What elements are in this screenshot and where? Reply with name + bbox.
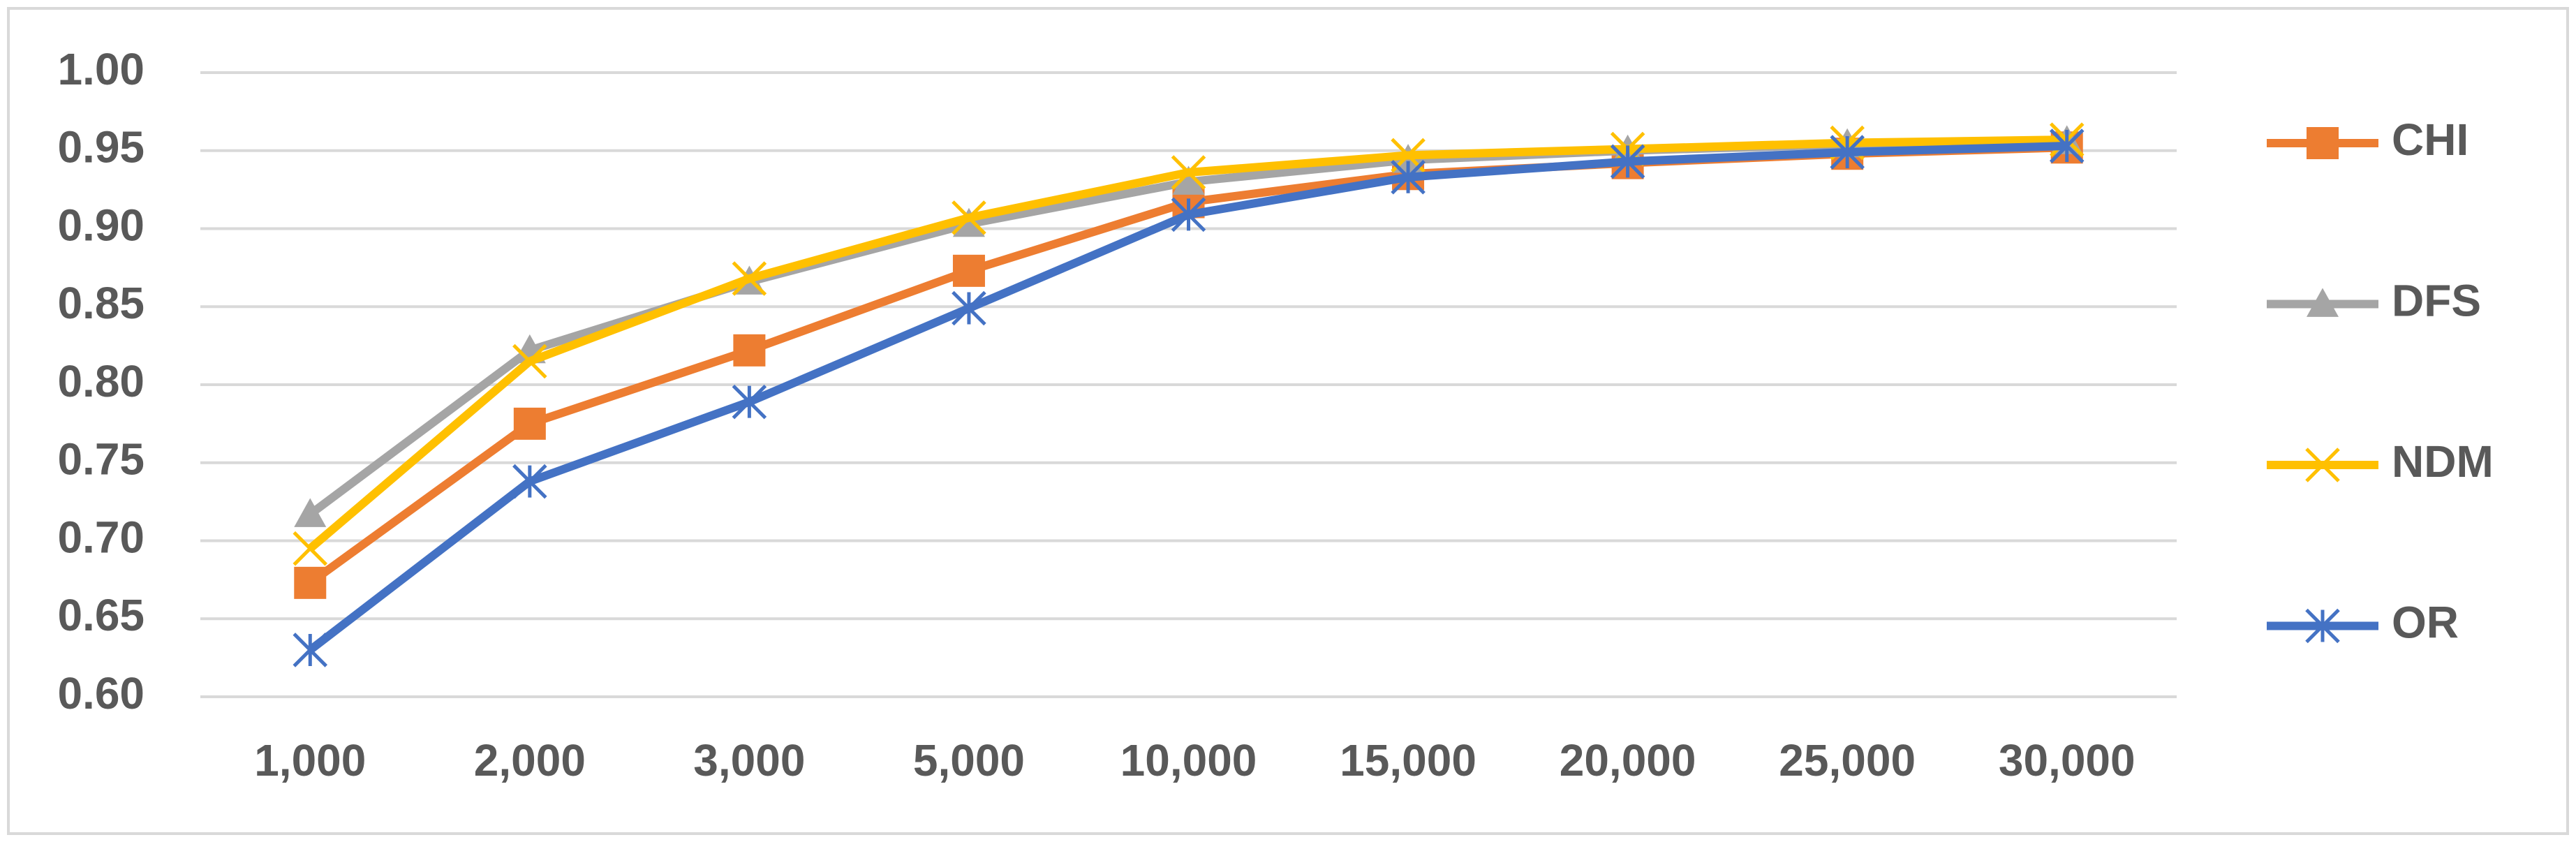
marker	[512, 344, 547, 379]
marker	[1391, 159, 1426, 195]
marker	[2049, 128, 2085, 163]
x-tick-label: 15,000	[1340, 735, 1476, 785]
marker	[513, 407, 546, 440]
marker	[293, 633, 328, 667]
y-tick-label: 0.65	[57, 590, 145, 640]
marker	[952, 200, 986, 235]
legend-label: CHI	[2392, 115, 2468, 165]
marker	[952, 254, 985, 287]
legend-label: OR	[2392, 597, 2459, 647]
y-tick-label: 0.80	[57, 356, 145, 406]
legend-marker	[2307, 288, 2339, 317]
marker	[732, 261, 767, 296]
y-tick-label: 0.95	[57, 122, 145, 172]
x-tick-label: 2,000	[474, 735, 586, 785]
marker	[952, 207, 985, 237]
x-tick-label: 30,000	[1999, 735, 2135, 785]
y-tick-label: 0.85	[57, 278, 145, 328]
marker	[732, 384, 767, 420]
x-tick-label: 1,000	[254, 735, 366, 785]
marker	[952, 290, 986, 326]
marker	[294, 498, 327, 527]
legend-marker	[2307, 127, 2339, 159]
legend-label: NDM	[2392, 436, 2494, 487]
x-tick-label: 3,000	[693, 735, 805, 785]
marker	[1610, 144, 1645, 179]
legend-label: DFS	[2392, 275, 2481, 325]
marker	[293, 531, 328, 566]
chart-border	[7, 7, 2569, 835]
y-tick-label: 0.75	[57, 434, 145, 485]
marker	[733, 334, 766, 367]
marker	[512, 464, 547, 499]
y-tick-label: 0.60	[57, 668, 145, 718]
marker	[1171, 197, 1206, 232]
y-tick-label: 0.70	[57, 512, 145, 562]
y-tick-label: 0.90	[57, 200, 145, 250]
x-tick-label: 25,000	[1779, 735, 1916, 785]
marker	[1171, 155, 1206, 190]
marker	[1172, 165, 1205, 195]
marker	[1830, 135, 1865, 170]
x-tick-label: 20,000	[1560, 735, 1696, 785]
x-tick-label: 10,000	[1120, 735, 1257, 785]
marker	[294, 566, 327, 599]
y-tick-label: 1.00	[57, 44, 145, 94]
legend-marker	[2305, 448, 2340, 482]
legend-marker	[2305, 608, 2340, 644]
x-tick-label: 5,000	[913, 735, 1025, 785]
